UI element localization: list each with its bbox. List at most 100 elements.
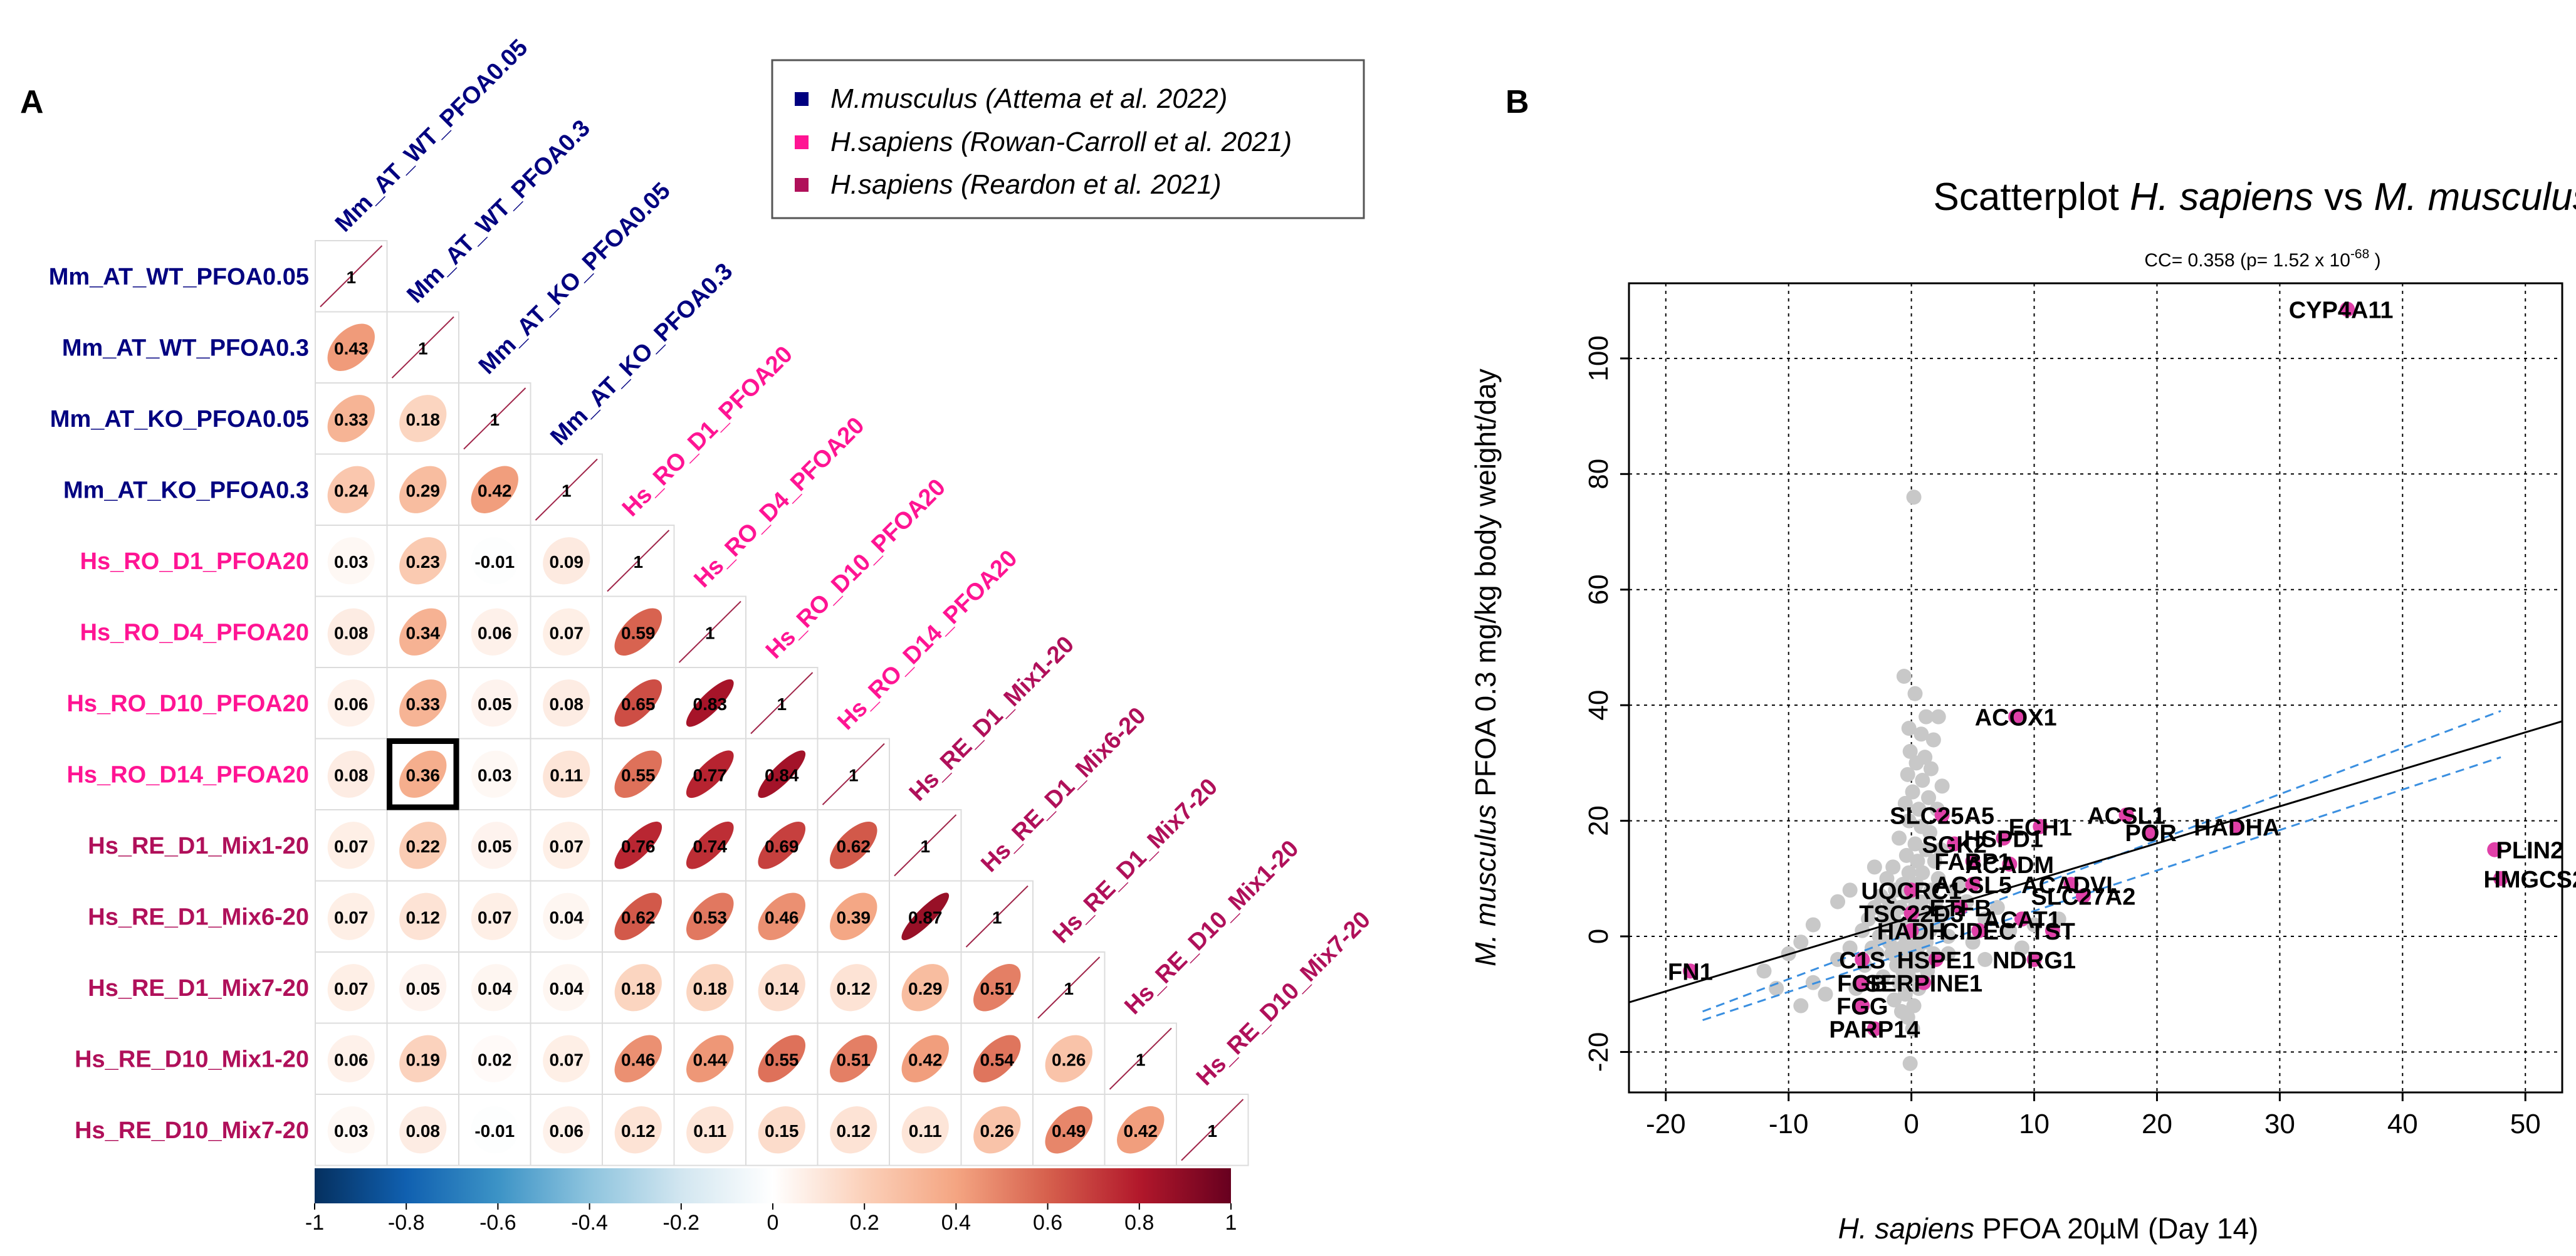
cell-value: 0.08 [550,694,584,714]
correlation-ellipse [399,822,447,869]
cell-value: 0.11 [693,1121,726,1141]
gene-label: PARP14 [1829,1017,1920,1044]
cell-value: 0.08 [406,1121,441,1141]
background-point [1900,767,1915,782]
correlation-ellipse [543,1035,590,1082]
row-label: Mm_AT_KO_PFOA0.3 [63,477,309,503]
background-point [1908,755,1924,771]
gene-point [2045,923,2060,938]
matrix-cell: 1 [1176,1094,1249,1166]
matrix-cell: 0.46 [745,880,819,953]
correlation-ellipse [327,1035,375,1082]
legend-item: H.sapiens (Rowan-Carroll et al. 2021) [795,127,1292,157]
scatter-title-mid: vs [2313,175,2374,219]
matrix-cell: 0.69 [745,809,819,882]
gene-label: HADH [1877,919,1946,945]
matrix-cell: 0.39 [817,880,890,953]
gene-label: CIDEC [1942,919,2016,945]
svg-text:Scatterplot H. sapiens vs M. m: Scatterplot H. sapiens vs M. musculus [1934,175,2576,219]
matrix-cell: 0.76 [602,809,675,882]
background-point [1888,882,1903,898]
background-point [1907,686,1923,701]
matrix-cell: 0.12 [386,880,459,953]
matrix-cell: 0.18 [673,951,746,1024]
cell-value: 0.04 [550,908,584,927]
correlation-ellipse [830,892,877,940]
matrix-cell: 0.06 [458,595,531,668]
gene-point [1928,951,1944,967]
cell-value: 0.34 [406,623,441,642]
diagonal-line [822,743,885,805]
matrix-cell: 0.11 [673,1094,746,1166]
matrix-cell: 1 [602,525,675,597]
background-point [1923,761,1939,777]
gene-label: HSPD1 [1964,826,2043,852]
cell-value: 0.84 [765,765,799,785]
matrix-cell: 0.36 [386,738,459,810]
legend-label: H.sapiens (Rowan-Carroll et al. 2021) [830,127,1292,157]
matrix-cell: 0.19 [386,1022,459,1095]
matrix-cell: 0.51 [817,1022,890,1095]
cell-value: 0.42 [908,1050,943,1069]
colorbar-tick-label: -0.6 [479,1211,516,1235]
matrix-cell: 0.44 [673,1022,746,1095]
background-point [1930,871,1946,886]
cell-value: 0.29 [406,481,441,500]
x-tick-label: 30 [2264,1109,2295,1139]
correlation-ellipse [543,822,590,869]
scatter-subtitle-end: ) [2369,250,2380,271]
gene-label: ACOX1 [1975,705,2057,731]
gene-point [1952,899,1968,915]
correlation-ellipse [399,466,447,513]
matrix-cell: 0.07 [530,595,603,668]
matrix-cell: 0.03 [458,738,531,810]
correlation-ellipse [901,892,950,941]
matrix-cell: 0.83 [673,667,746,740]
cell-value: 0.12 [837,1121,871,1141]
gene-point [1971,923,1987,938]
x-tick-label: 10 [2019,1109,2050,1139]
background-point [1882,934,1897,950]
correlation-ellipse [399,1035,447,1082]
background-point [1902,743,1918,759]
matrix-cell: 0.07 [530,1022,603,1095]
matrix-cell: 0.18 [386,382,459,455]
matrix-cell: 1 [745,667,819,740]
gene-point [2033,819,2048,834]
background-point [1805,975,1821,990]
scatter-x-label-rest: PFOA 20µM (Day 14) [1974,1212,2258,1245]
cell-value: 0.08 [334,623,369,642]
correlation-ellipse [471,608,518,656]
cell-value: 0.06 [478,623,512,642]
diagonal-line [463,387,526,450]
background-point [1915,865,1930,881]
background-point [1882,894,1897,909]
row-label: Hs_RE_D1_Mix6-20 [88,904,309,930]
cell-value: 0.08 [334,765,369,785]
correlation-ellipse [686,679,734,727]
gene-label: SERPINE1 [1865,971,1982,997]
diagonal-line [1181,1099,1244,1161]
matrix-cell: 1 [458,382,531,455]
row-label: Hs_RE_D1_Mix7-20 [88,975,309,1002]
background-point [1842,882,1858,898]
legend-item: H.sapiens (Reardon et al. 2021) [795,169,1222,200]
background-point [1805,917,1821,933]
matrix-cell: 0.05 [458,667,531,740]
gene-point [1903,923,1919,938]
correlation-ellipse [327,750,375,798]
gene-label: FGB [1837,971,1887,997]
correlation-ellipse [399,1106,447,1154]
cell-value: 0.18 [693,979,728,998]
gene-label: ACADVL [2021,872,2120,899]
matrix-cell: 0.11 [889,1094,962,1166]
matrix-cell: 0.77 [673,738,746,810]
colorbar-tick-label: -1 [305,1211,324,1235]
cell-value: 1 [633,552,643,572]
row-label: Hs_RO_D10_PFOA20 [66,691,309,717]
correlation-ellipse [399,892,447,940]
gene-point [1682,963,1698,979]
background-point [1928,894,1944,909]
correlation-ellipse [686,821,734,869]
